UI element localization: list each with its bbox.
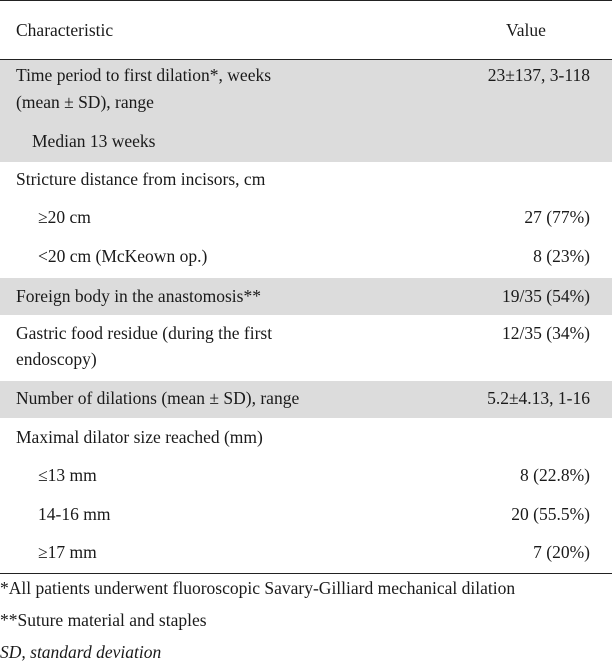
row-label: Stricture distance from incisors, cm	[16, 169, 266, 189]
table-header: Characteristic Value	[0, 0, 612, 60]
row-label: Number of dilations (mean ± SD), range	[16, 388, 300, 408]
row-value: 27 (77%)	[524, 207, 590, 227]
header-characteristic: Characteristic	[16, 20, 114, 40]
row-label: <20 cm (McKeown op.)	[38, 246, 208, 266]
header-value: Value	[506, 20, 546, 40]
row-label-continued: (mean ± SD), range	[16, 92, 154, 112]
row-label: ≥20 cm	[38, 207, 91, 227]
footnote-suture: **Suture material and staples	[0, 610, 207, 630]
row-label: Gastric food residue (during the first	[16, 323, 273, 343]
footnote-sd: SD, standard deviation	[0, 642, 162, 662]
row-label: Foreign body in the anastomosis**	[16, 286, 261, 306]
row-value: 20 (55.5%)	[511, 504, 590, 524]
row-value: 5.2±4.13, 1-16	[487, 388, 590, 408]
footnote-dilation: *All patients underwent fluoroscopic Sav…	[0, 578, 516, 598]
row-value: 7 (20%)	[533, 542, 590, 562]
row-label: ≤13 mm	[38, 465, 97, 485]
row-label-continued: endoscopy)	[16, 349, 97, 369]
row-label: ≥17 mm	[38, 542, 97, 562]
table-row: Number of dilations (mean ± SD), range 5…	[0, 381, 612, 418]
row-label: Time period to first dilation*, weeks	[16, 65, 272, 85]
table-row: Foreign body in the anastomosis** 19/35 …	[0, 278, 612, 315]
table-bottom-rule	[0, 573, 612, 574]
row-value: 8 (22.8%)	[520, 465, 590, 485]
row-value: 8 (23%)	[533, 246, 590, 266]
row-value: 12/35 (34%)	[502, 323, 590, 343]
row-label: 14-16 mm	[38, 504, 111, 524]
row-value: 19/35 (54%)	[502, 286, 590, 306]
row-sub-label: Median 13 weeks	[32, 131, 156, 151]
table-row: Time period to first dilation*, weeks (m…	[0, 60, 612, 162]
row-value: 23±137, 3-118	[487, 65, 590, 85]
row-label: Maximal dilator size reached (mm)	[16, 427, 263, 447]
